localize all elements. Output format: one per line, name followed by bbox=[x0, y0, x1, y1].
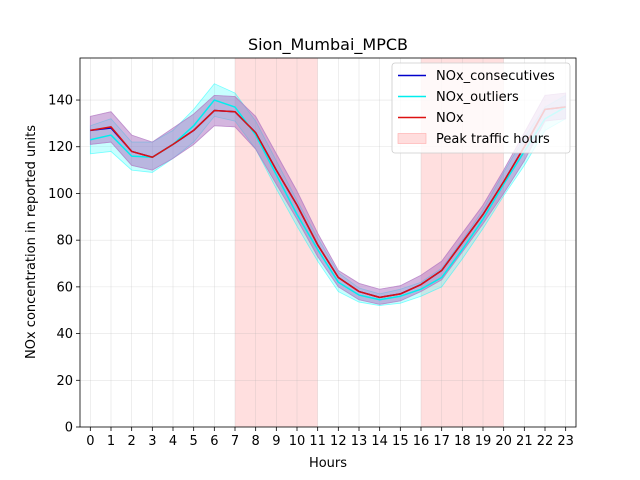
y-tick-label: 140 bbox=[48, 94, 73, 109]
peak-traffic-span bbox=[235, 58, 318, 427]
chart-title: Sion_Mumbai_MPCB bbox=[248, 35, 408, 55]
x-tick-label: 7 bbox=[231, 434, 239, 449]
x-tick-label: 9 bbox=[272, 434, 280, 449]
x-tick-label: 6 bbox=[210, 434, 218, 449]
plot-frame bbox=[79, 57, 577, 428]
x-tick-label: 23 bbox=[557, 434, 574, 449]
legend: NOx_consecutives NOx_outliers NOx Peak traf… bbox=[391, 62, 571, 154]
series-line-nox bbox=[90, 106, 566, 299]
x-tick-label: 20 bbox=[495, 434, 512, 449]
x-tick-label: 17 bbox=[433, 434, 450, 449]
legend-entry: NOx bbox=[436, 111, 464, 126]
x-tick-label: 13 bbox=[351, 434, 368, 449]
y-tick-label: 80 bbox=[56, 234, 73, 249]
x-tick-label: 2 bbox=[128, 434, 136, 449]
legend-entry: Peak traffic hours bbox=[436, 132, 550, 147]
x-tick-label: 4 bbox=[169, 434, 177, 449]
x-tick-label: 14 bbox=[371, 434, 388, 449]
y-tick-label: 100 bbox=[48, 187, 73, 202]
x-tick-label: 8 bbox=[252, 434, 260, 449]
x-tick-label: 0 bbox=[86, 434, 94, 449]
y-tick-label: 40 bbox=[56, 327, 73, 342]
x-axis-label: Hours bbox=[309, 456, 347, 471]
legend-entry: NOx_outliers bbox=[436, 90, 519, 105]
y-axis-label: NOx concentration in reported units bbox=[24, 125, 39, 359]
legend-swatch bbox=[397, 133, 427, 144]
x-tick-label: 10 bbox=[289, 434, 306, 449]
x-tick-label: 16 bbox=[413, 434, 430, 449]
y-tick-label: 20 bbox=[56, 374, 73, 389]
x-tick-label: 1 bbox=[107, 434, 115, 449]
x-tick-label: 5 bbox=[190, 434, 198, 449]
x-tick-label: 12 bbox=[330, 434, 347, 449]
legend-entry: NOx_consecutives bbox=[436, 69, 555, 84]
x-tick-label: 11 bbox=[309, 434, 326, 449]
x-tick-label: 18 bbox=[454, 434, 471, 449]
x-tick-label: 22 bbox=[537, 434, 554, 449]
y-tick-label: 120 bbox=[48, 140, 73, 155]
x-tick-label: 21 bbox=[516, 434, 533, 449]
legend-box bbox=[391, 62, 571, 154]
x-tick-label: 3 bbox=[148, 434, 156, 449]
x-tick-label: 19 bbox=[475, 434, 492, 449]
y-tick-label: 60 bbox=[56, 280, 73, 295]
y-tick-label: 0 bbox=[65, 421, 73, 436]
x-tick-label: 15 bbox=[392, 434, 409, 449]
